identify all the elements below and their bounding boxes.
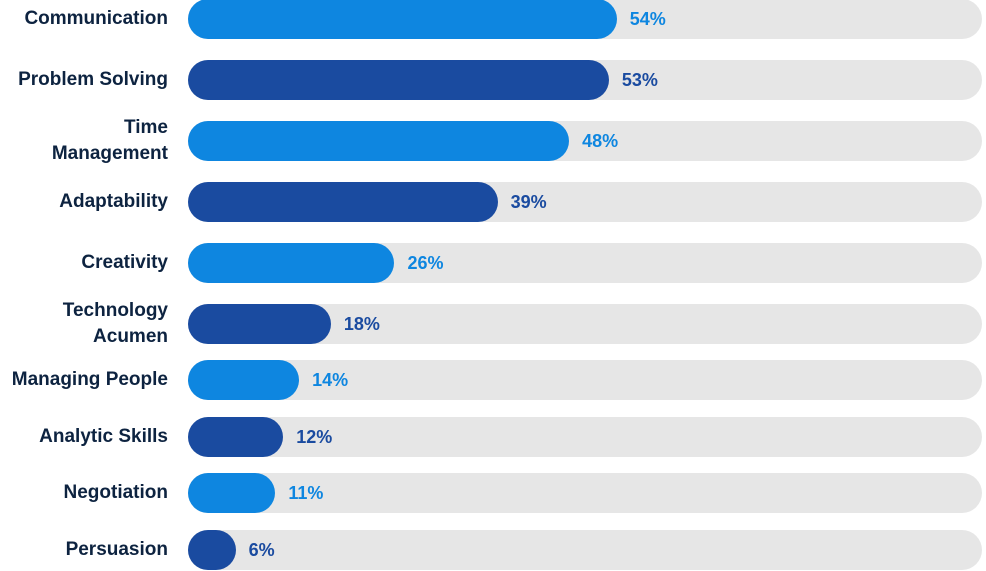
- value-label: 39%: [510, 192, 547, 212]
- value-label: 6%: [248, 540, 275, 560]
- value-label: 54%: [629, 9, 666, 29]
- category-label: Managing People: [11, 369, 168, 390]
- bar-adaptability: [188, 182, 498, 222]
- value-label: 48%: [582, 131, 619, 151]
- bar-problem-solving: [188, 60, 609, 100]
- category-label: Creativity: [81, 252, 168, 273]
- category-label: Analytic Skills: [39, 426, 168, 447]
- value-label: 14%: [312, 370, 349, 390]
- bar-track: [188, 360, 982, 400]
- bar-technology-acumen: [188, 304, 331, 344]
- category-label: Negotiation: [63, 482, 169, 503]
- value-label: 12%: [296, 427, 333, 447]
- value-label: 26%: [407, 253, 444, 273]
- bar-track: [188, 530, 982, 570]
- category-label: Communication: [24, 8, 168, 29]
- value-label: 53%: [621, 70, 658, 90]
- bar-managing-people: [188, 360, 300, 400]
- bar-analytic-skills: [188, 417, 284, 457]
- bar-track: [188, 473, 982, 513]
- bar-time-management: [188, 121, 570, 161]
- value-label: 11%: [288, 483, 324, 503]
- bar-negotiation: [188, 473, 276, 513]
- category-label: Problem Solving: [18, 69, 168, 90]
- bar-communication: [188, 0, 617, 39]
- category-label: Time Management: [51, 117, 168, 164]
- category-label: Adaptability: [59, 191, 168, 212]
- category-label: Technology Acumen: [62, 300, 168, 347]
- category-label: Persuasion: [65, 539, 168, 560]
- bar-persuasion: [188, 530, 236, 570]
- value-label: 18%: [343, 314, 380, 334]
- bar-track: [188, 417, 982, 457]
- bar-creativity: [188, 243, 395, 283]
